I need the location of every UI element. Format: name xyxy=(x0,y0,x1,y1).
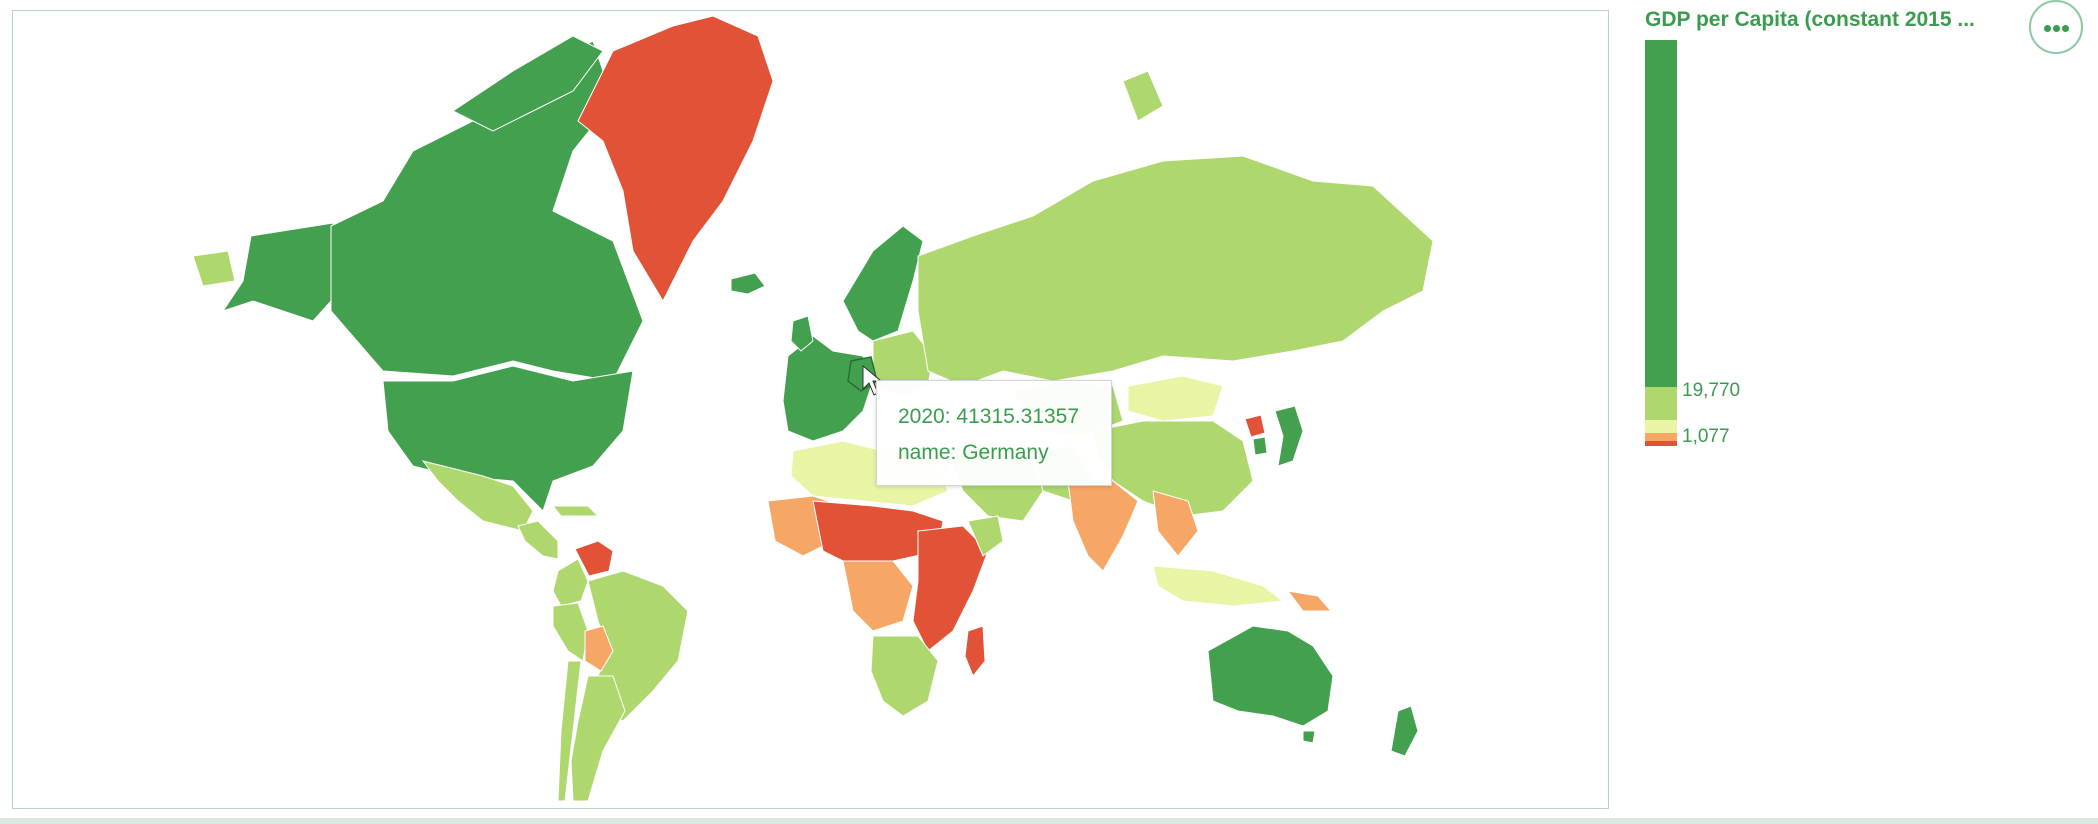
tooltip-year-value: 41315.31357 xyxy=(956,405,1080,428)
region-southeast-asia[interactable] xyxy=(1152,490,1199,557)
region-russia[interactable] xyxy=(917,155,1434,387)
region-japan[interactable] xyxy=(1274,405,1304,467)
region-australia[interactable] xyxy=(1207,625,1334,727)
region-venezuela[interactable] xyxy=(574,540,614,577)
legend-lower-label: 1,077 xyxy=(1682,426,1730,447)
region-north-korea[interactable] xyxy=(1244,414,1266,438)
hover-cursor xyxy=(862,364,883,396)
region-argentina[interactable] xyxy=(570,675,626,802)
color-scale-bar[interactable] xyxy=(1645,40,1677,446)
region-scandinavia[interactable] xyxy=(842,225,924,342)
region-peru[interactable] xyxy=(552,602,589,662)
legend-title: GDP per Capita (constant 2015 ... xyxy=(1645,8,1975,31)
region-uk-ireland[interactable] xyxy=(790,315,814,352)
tooltip-year-label: 2020: xyxy=(898,405,951,428)
region-iceland[interactable] xyxy=(730,272,766,295)
region-india[interactable] xyxy=(1067,480,1139,572)
tooltip-year-row: 2020: 41315.31357 xyxy=(898,399,1111,435)
legend-band-low xyxy=(1645,441,1677,446)
region-new-zealand[interactable] xyxy=(1390,705,1419,757)
bottom-divider xyxy=(0,818,2098,824)
region-mongolia[interactable] xyxy=(1127,375,1224,422)
region-papua-new-guinea[interactable] xyxy=(1286,590,1333,612)
legend-band-mid xyxy=(1645,420,1677,433)
region-canada[interactable] xyxy=(330,40,644,382)
region-madagascar[interactable] xyxy=(964,625,986,677)
world-map-panel[interactable] xyxy=(12,10,1609,809)
region-south-korea[interactable] xyxy=(1252,436,1268,456)
region-greenland[interactable] xyxy=(577,15,774,303)
region-tasmania[interactable] xyxy=(1302,730,1316,744)
legend-band-lower-mid xyxy=(1645,433,1677,441)
region-bolivia[interactable] xyxy=(584,625,614,672)
region-horn-of-africa[interactable] xyxy=(967,515,1004,557)
region-indonesia[interactable] xyxy=(1152,565,1285,607)
legend-band-high xyxy=(1645,40,1677,387)
region-mexico[interactable] xyxy=(421,460,534,532)
region-united-states[interactable] xyxy=(382,365,634,512)
tooltip-name-value: Germany xyxy=(962,441,1049,464)
legend-upper-label: 19,770 xyxy=(1682,380,1741,401)
more-options-button[interactable] xyxy=(2029,0,2083,54)
legend-band-upper-mid xyxy=(1645,387,1677,420)
region-caribbean[interactable] xyxy=(551,505,600,517)
country-tooltip: 2020: 41315.31357 name: Germany xyxy=(876,380,1112,486)
region-central-america[interactable] xyxy=(517,520,559,560)
region-novaya-zemlya[interactable] xyxy=(1122,70,1164,122)
region-canada-islands[interactable] xyxy=(452,35,604,132)
region-alaska-west[interactable] xyxy=(192,250,236,287)
region-southern-africa[interactable] xyxy=(870,635,939,717)
tooltip-name-row: name: Germany xyxy=(898,435,1111,471)
region-central-africa[interactable] xyxy=(842,560,914,632)
region-chile[interactable] xyxy=(557,660,582,802)
region-east-africa[interactable] xyxy=(912,525,989,652)
region-colombia[interactable] xyxy=(552,558,589,607)
tooltip-name-label: name: xyxy=(898,441,957,464)
